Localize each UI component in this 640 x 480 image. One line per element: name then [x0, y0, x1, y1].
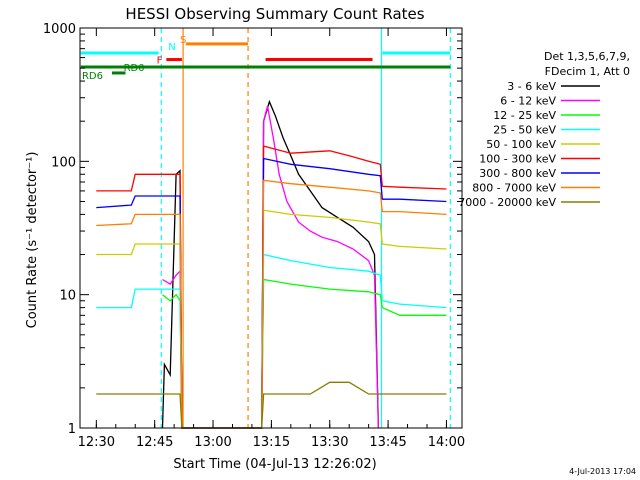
legend: Det 1,3,5,6,7,9, FDecim 1, Att 0 3 - 6 k… [458, 50, 630, 209]
series-line-5 [96, 145, 447, 429]
series-line-7 [96, 179, 447, 429]
legend-label-3: 25 - 50 keV [493, 124, 556, 137]
legend-label-7: 800 - 7000 keV [472, 182, 556, 195]
legend-label-5: 100 - 300 keV [479, 153, 556, 166]
x-tick-label-0: 12:30 [78, 435, 115, 450]
flag-label-1: N [168, 42, 175, 53]
y-tick-label-3: 1000 [43, 22, 76, 37]
plot-frame [79, 27, 463, 429]
legend-label-2: 12 - 25 keV [493, 109, 556, 122]
x-tick-label-1: 12:45 [136, 435, 173, 450]
y-tick-label-2: 100 [51, 155, 76, 170]
flag-label-4: RD6 [82, 71, 103, 82]
legend-label-1: 6 - 12 keV [500, 95, 556, 108]
x-tick-label-4: 13:30 [311, 435, 348, 450]
axes: 12:30 12:45 13:00 13:15 13:30 13:45 14:00 1 10 10… [43, 22, 465, 450]
legend-header-detectors: Det 1,3,5,6,7,9, [544, 50, 630, 63]
flag-label-0: S [180, 35, 186, 46]
x-tick-label-2: 13:00 [194, 435, 231, 450]
legend-label-0: 3 - 6 keV [507, 80, 556, 93]
series-line-2 [162, 278, 447, 429]
y-axis-label: Count Rate (s⁻¹ detector⁻¹) [25, 152, 40, 329]
flag-label-3: RD0 [124, 63, 145, 74]
x-tick-label-3: 13:15 [253, 435, 290, 450]
plot-area: SNF RD0 RD6 [80, 28, 451, 429]
series-line-1 [162, 105, 380, 429]
x-axis-label: Start Time (04-Jul-13 12:26:02) [173, 457, 376, 472]
series-line-4 [96, 209, 447, 429]
x-tick-label-6: 14:00 [428, 435, 465, 450]
legend-label-6: 300 - 800 keV [479, 167, 556, 180]
x-tick-label-5: 13:45 [369, 435, 406, 450]
flag-label-2: F [157, 56, 163, 67]
y-tick-label-1: 10 [59, 289, 76, 304]
legend-label-4: 50 - 100 keV [486, 138, 556, 151]
legend-label-8: 7000 - 20000 keV [458, 196, 556, 209]
series-line-8 [96, 381, 447, 429]
chart-title: HESSI Observing Summary Count Rates [125, 5, 424, 23]
footer-timestamp: 4-Jul-2013 17:04 [569, 467, 636, 476]
series-line-6 [96, 157, 447, 429]
series-line-0 [161, 99, 380, 429]
y-tick-label-0: 1 [68, 422, 76, 437]
legend-header-decimation: FDecim 1, Att 0 [545, 65, 630, 78]
